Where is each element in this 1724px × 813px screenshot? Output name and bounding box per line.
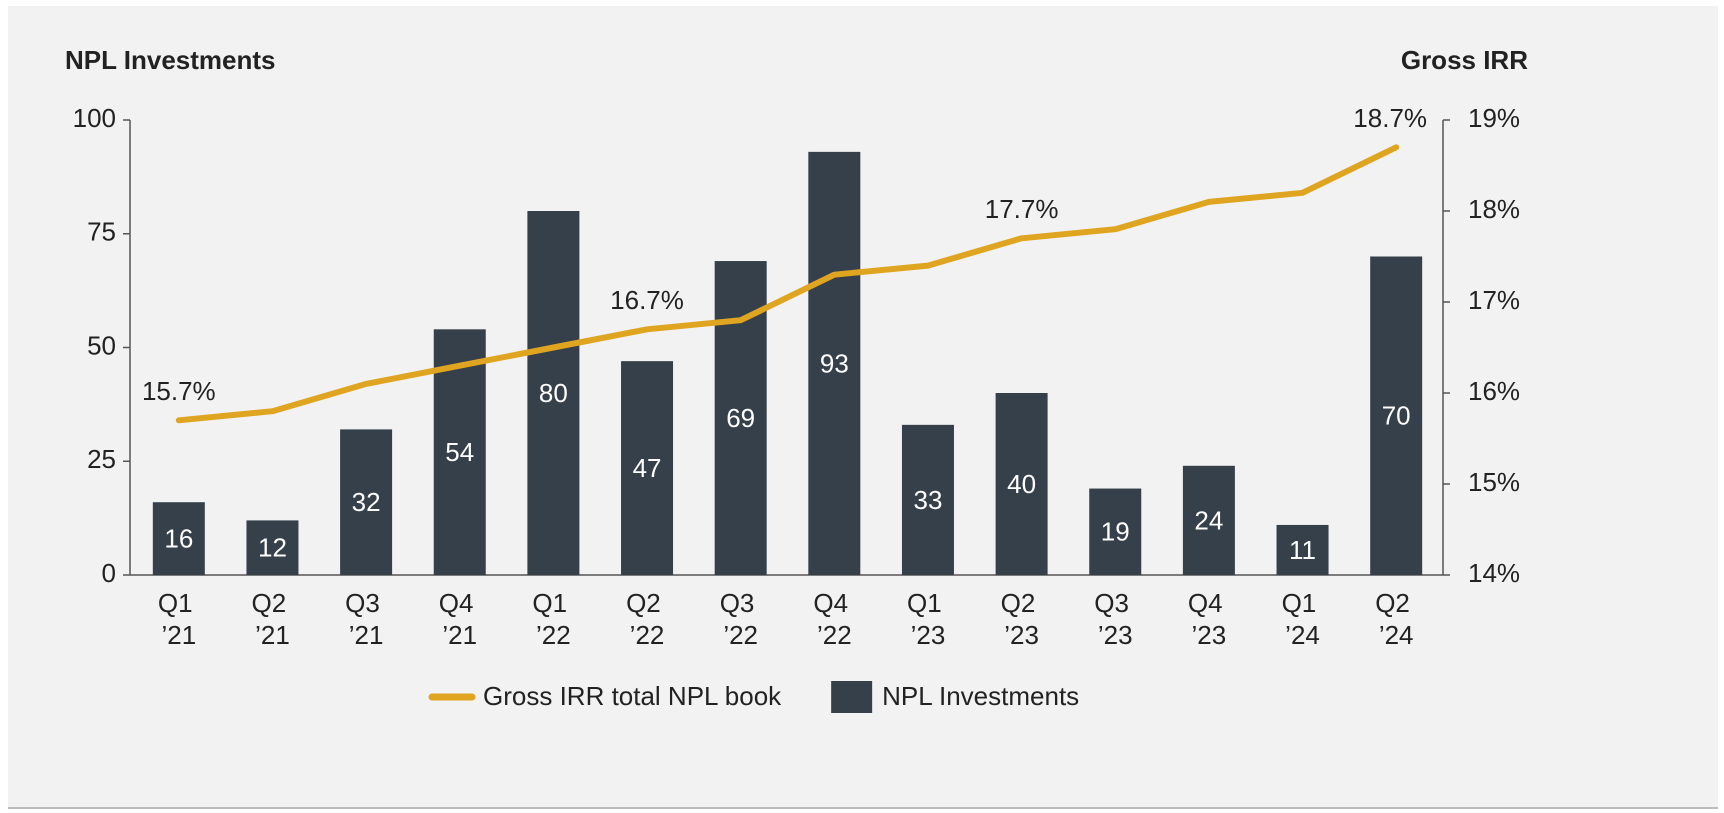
x-tick-label: Q3 ’21 xyxy=(345,588,387,650)
x-tick-label: Q4 ’21 xyxy=(439,588,481,650)
bar xyxy=(621,361,674,575)
y2-axis-title: Gross IRR xyxy=(1401,45,1528,75)
bar-value-label: 69 xyxy=(726,403,755,433)
bar xyxy=(1276,524,1329,575)
y-tick-label: 50 xyxy=(87,330,116,360)
x-tick-label: Q2 ’22 xyxy=(626,588,668,650)
y-tick-label: 100 xyxy=(73,103,116,133)
x-tick-label: Q4 ’22 xyxy=(813,588,855,650)
bar-value-label: 24 xyxy=(1194,505,1223,535)
bar xyxy=(1370,256,1423,575)
bar-value-label: 33 xyxy=(914,485,943,515)
legend-label: Gross IRR total NPL book xyxy=(483,681,782,711)
bar-value-label: 93 xyxy=(820,348,849,378)
x-tick-label: Q1 ’21 xyxy=(158,588,200,650)
bar-value-label: 70 xyxy=(1382,401,1411,431)
legend-label: NPL Investments xyxy=(882,681,1079,711)
y-tick-label: 0 xyxy=(102,558,116,588)
y2-tick-label: 19% xyxy=(1468,103,1520,133)
x-tick-label: Q3 ’23 xyxy=(1094,588,1136,650)
line-value-label: 18.7% xyxy=(1353,103,1427,133)
bar-value-label: 47 xyxy=(633,453,662,483)
bar-value-label: 11 xyxy=(1289,535,1316,565)
x-tick-label: Q1 ’22 xyxy=(532,588,574,650)
y-axis-title: NPL Investments xyxy=(65,45,275,75)
line-value-label: 15.7% xyxy=(142,376,216,406)
bar-value-label: 54 xyxy=(445,437,474,467)
x-tick-label: Q4 ’23 xyxy=(1188,588,1230,650)
x-tick-label: Q1 ’24 xyxy=(1282,588,1324,650)
bar xyxy=(901,424,954,575)
y2-tick-label: 18% xyxy=(1468,194,1520,224)
bar xyxy=(527,211,580,575)
bar-value-label: 40 xyxy=(1007,469,1036,499)
y2-tick-label: 16% xyxy=(1468,376,1520,406)
bar-value-label: 32 xyxy=(352,487,381,517)
bar xyxy=(1182,465,1235,575)
bar-value-label: 16 xyxy=(164,523,193,553)
bar xyxy=(246,520,299,575)
bar-value-label: 19 xyxy=(1101,517,1130,547)
y-tick-label: 25 xyxy=(87,444,116,474)
y-tick-label: 75 xyxy=(87,217,116,247)
bar xyxy=(340,429,393,575)
bar xyxy=(152,502,205,575)
bar xyxy=(1089,488,1142,575)
y2-tick-label: 14% xyxy=(1468,558,1520,588)
x-tick-label: Q1 ’23 xyxy=(907,588,949,650)
bar-value-label: 80 xyxy=(539,378,568,408)
x-tick-label: Q3 ’22 xyxy=(720,588,762,650)
bar xyxy=(995,393,1048,575)
y2-tick-label: 15% xyxy=(1468,467,1520,497)
bar-value-label: 12 xyxy=(258,533,287,563)
line-value-label: 17.7% xyxy=(985,194,1059,224)
x-tick-label: Q2 ’24 xyxy=(1375,588,1417,650)
y2-tick-label: 17% xyxy=(1468,285,1520,315)
line-value-label: 16.7% xyxy=(610,285,684,315)
line xyxy=(175,144,1400,424)
x-tick-label: Q2 ’21 xyxy=(252,588,294,650)
bar xyxy=(808,151,861,575)
legend-swatch xyxy=(831,681,873,713)
x-tick-label: Q2 ’23 xyxy=(1001,588,1043,650)
